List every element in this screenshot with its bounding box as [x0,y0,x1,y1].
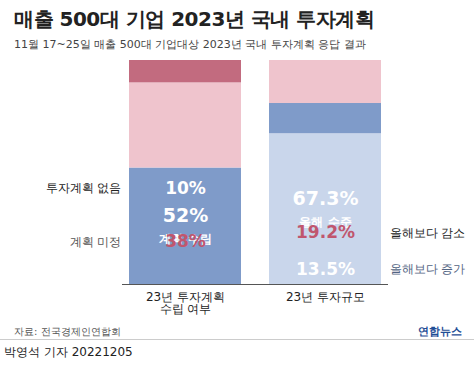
svg-text:23년 투자계획수립 여부: 23년 투자계획수립 여부 [146,290,225,316]
html-text:11월 17~25일 매출 500대 기업대상 2023년: 11월 17~25일 매출 500대 기업대상 2023년 국내 투자계획 응답… [14,38,366,51]
svg-text:올해보다 감소: 올해보다 감소 [390,226,466,240]
svg-text:38%: 38% [165,231,206,251]
svg-text:10%: 10% [165,178,206,198]
svg-text:올해보다 증가: 올해보다 증가 [390,262,466,276]
svg-text:계획 미정: 계획 미정 [70,235,122,249]
html-text:자료: 전국경제인연합회: 자료: 전국경제인연합회 [14,326,121,337]
svg-text:19.2%: 19.2% [296,222,355,242]
html-text:연합뉴스: 연합뉴스 [418,325,462,338]
svg-text:67.3%: 67.3% [293,187,359,209]
html-text:매출 500대 기업 2023년 국내 투자계획: 매출 500대 기업 2023년 국내 투자계획 [14,7,375,31]
svg-text:투자계획 없음: 투자계획 없음 [46,181,122,195]
html-text:박영석 기자 20221205: 박영석 기자 20221205 [4,345,133,359]
svg-text:23년 투자규모: 23년 투자규모 [286,290,365,304]
svg-text:52%: 52% [163,204,208,226]
svg-text:13.5%: 13.5% [296,259,355,279]
